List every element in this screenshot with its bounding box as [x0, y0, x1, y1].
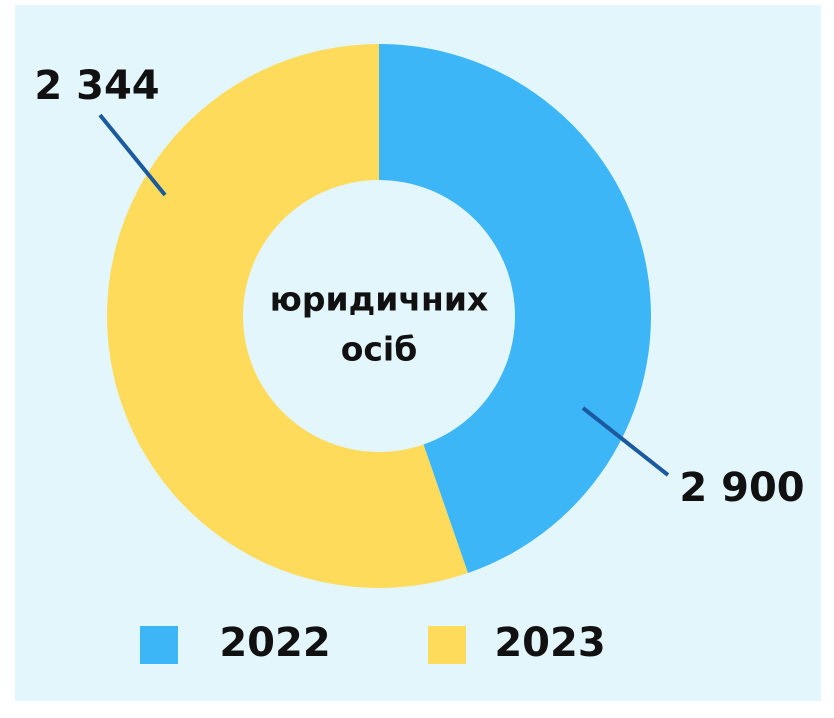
donut-segment — [379, 44, 652, 574]
value-label: 2 900 — [679, 465, 804, 511]
legend-swatch — [428, 626, 466, 664]
leader-line — [98, 113, 167, 197]
legend-swatch — [140, 626, 178, 664]
legend-label: 2023 — [494, 620, 605, 666]
center-label: осіб — [341, 330, 418, 369]
center-label: юридичних — [270, 280, 488, 319]
value-label: 2 344 — [34, 63, 159, 109]
leader-line — [581, 406, 670, 477]
donut-segment — [107, 43, 468, 588]
legend-label: 2022 — [219, 620, 330, 666]
